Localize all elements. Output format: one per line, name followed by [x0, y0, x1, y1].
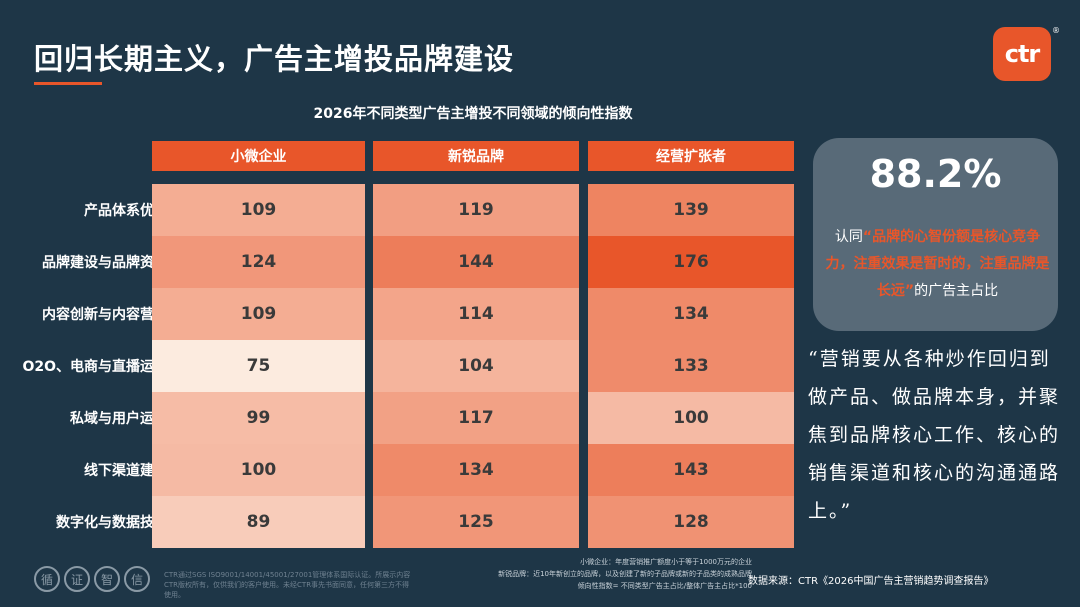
heatmap-cell: 134: [588, 288, 794, 340]
seal-icon: 信: [124, 566, 150, 592]
row-label: 数字化与数据技: [56, 515, 154, 531]
heatmap-cell: 100: [152, 444, 365, 496]
heatmap-cell: 133: [588, 340, 794, 392]
note-line: 小微企业：年度营销推广额度小于等于1000万元的企业: [580, 558, 752, 566]
heatmap-cell: 109: [152, 288, 365, 340]
data-source: 数据来源：CTR《2026中国广告主营销趋势调查报告》: [748, 576, 994, 587]
registered-mark: ®: [1052, 26, 1060, 35]
row-label: 私域与用户运: [70, 411, 154, 427]
logo-text: ctr: [1004, 40, 1041, 68]
heatmap-cell: 109: [152, 184, 365, 236]
stat-description: 认同“品牌的心智份额是核心竞争力，注重效果是暂时的，注重品牌是长远”的广告主占比: [825, 224, 1050, 305]
seal-icon: 循: [34, 566, 60, 592]
page-title: 回归长期主义，广告主增投品牌建设: [34, 42, 515, 76]
chart-title: 2026年不同类型广告主增投不同领域的倾向性指数: [313, 106, 633, 122]
heatmap-cell: 134: [373, 444, 579, 496]
row-label: 品牌建设与品牌资: [42, 255, 154, 271]
note-line: 倾向性指数= 不同类型广告主占比/整体广告主占比*100: [577, 582, 752, 590]
heatmap-cell: 124: [152, 236, 365, 288]
heatmap-cell: 139: [588, 184, 794, 236]
heatmap-cell: 100: [588, 392, 794, 444]
stat-prefix: 认同: [834, 229, 863, 245]
column-header: 小微企业: [152, 141, 365, 171]
seal-icon: 证: [64, 566, 90, 592]
heatmap-cell: 89: [152, 496, 365, 548]
heatmap-cell: 114: [373, 288, 579, 340]
certification-note: CTR通过SGS ISO9001/14001/45001/27001管理体系国际…: [164, 571, 411, 599]
row-label: 线下渠道建: [84, 463, 154, 479]
seal-icon: 智: [94, 566, 120, 592]
row-label: O2O、电商与直播运: [22, 359, 154, 375]
note-line: 新锐品牌：近10年新创立的品牌，以及创建了新的子品牌或新的子品类的成熟品牌: [498, 570, 752, 578]
heatmap-cell: 143: [588, 444, 794, 496]
heatmap-cell: 125: [373, 496, 579, 548]
heatmap-cell: 117: [373, 392, 579, 444]
row-label: 产品体系优: [84, 203, 154, 219]
stat-highlight: “品牌的心智份额是核心竞争力，注重效果是暂时的，注重品牌是长远”: [825, 229, 1050, 299]
heatmap-cell: 176: [588, 236, 794, 288]
heatmap-cell: 99: [152, 392, 365, 444]
quote-text: “营销要从各种炒作回归到做产品、做品牌本身，并聚焦到品牌核心工作、核心的销售渠道…: [808, 348, 1061, 522]
stat-value: 88.2%: [869, 152, 1002, 196]
heatmap-cell: 75: [152, 340, 365, 392]
title-underline: [34, 82, 102, 85]
stat-suffix: 的广告主占比: [914, 283, 999, 299]
definition-notes: 小微企业：年度营销推广额度小于等于1000万元的企业 新锐品牌：近10年新创立的…: [412, 556, 752, 592]
heatmap-cell: 119: [373, 184, 579, 236]
ctr-logo: ctr: [993, 27, 1051, 81]
heatmap-cell: 128: [588, 496, 794, 548]
column-header: 经营扩张者: [588, 141, 794, 171]
column-header: 新锐品牌: [373, 141, 579, 171]
heatmap-cell: 104: [373, 340, 579, 392]
seal-row: 循 证 智 信: [34, 566, 150, 592]
heatmap-cell: 144: [373, 236, 579, 288]
row-label: 内容创新与内容营: [42, 307, 154, 323]
stat-callout: 88.2% 认同“品牌的心智份额是核心竞争力，注重效果是暂时的，注重品牌是长远”…: [813, 138, 1058, 331]
